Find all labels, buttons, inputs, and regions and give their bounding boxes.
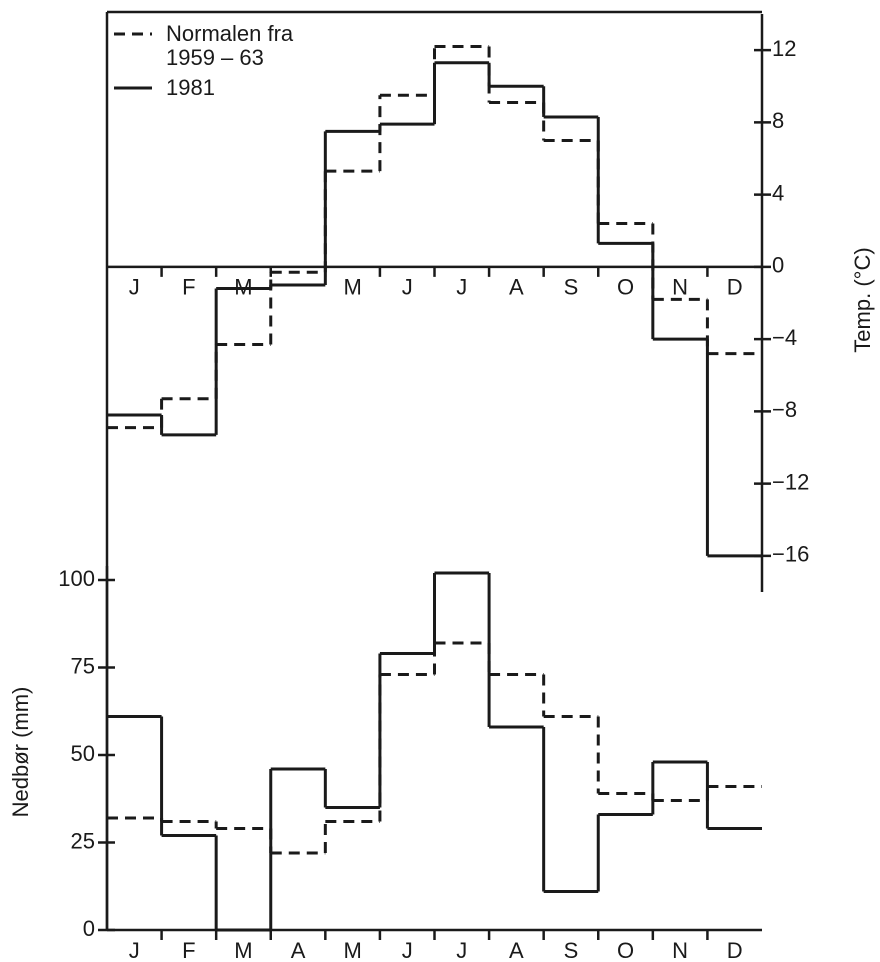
x-tick-label: A [509, 275, 524, 300]
x-tick-label: D [727, 275, 743, 300]
x-tick-label: J [456, 938, 467, 962]
legend-entry: 1981 [112, 76, 316, 100]
x-tick-label: M [234, 938, 252, 962]
x-tick-label: N [672, 275, 688, 300]
x-tick-label: A [509, 938, 524, 962]
y-tick-label: −12 [772, 469, 809, 494]
y-axis-label: Temp. (°C) [850, 247, 875, 352]
x-tick-label: J [129, 938, 140, 962]
x-tick-label: J [456, 275, 467, 300]
y-tick-label: 0 [83, 916, 95, 941]
x-tick-label: S [564, 938, 579, 962]
y-tick-label: 4 [772, 180, 784, 205]
legend-entry: Normalen fra 1959 – 63 [112, 22, 316, 70]
x-tick-label: J [402, 938, 413, 962]
y-tick-label: 75 [71, 653, 95, 678]
legend-label: Normalen fra 1959 – 63 [166, 21, 294, 70]
y-tick-label: 25 [71, 828, 95, 853]
x-tick-label: F [182, 938, 195, 962]
y-tick-label: −16 [772, 542, 809, 567]
y-tick-label: 8 [772, 108, 784, 133]
y-tick-label: 50 [71, 741, 95, 766]
x-tick-label: O [617, 275, 634, 300]
x-tick-label: J [129, 275, 140, 300]
legend-swatch [114, 32, 152, 36]
y-tick-label: 0 [772, 253, 784, 278]
x-tick-label: A [291, 938, 306, 962]
y-axis-label: Nedbør (mm) [8, 687, 33, 818]
y-tick-label: −8 [772, 397, 797, 422]
x-tick-label: J [402, 275, 413, 300]
x-tick-label: D [727, 938, 743, 962]
legend-label: 1981 [166, 75, 215, 100]
y-tick-label: −4 [772, 325, 797, 350]
x-tick-label: M [343, 938, 361, 962]
x-tick-label: N [672, 938, 688, 962]
x-tick-label: M [343, 275, 361, 300]
y-tick-label: 12 [772, 36, 796, 61]
y-tick-label: 100 [58, 566, 95, 591]
x-tick-label: S [564, 275, 579, 300]
x-tick-label: F [182, 275, 195, 300]
x-tick-label: O [617, 938, 634, 962]
legend-swatch [114, 86, 152, 90]
legend: Normalen fra 1959 – 63 1981 [112, 22, 316, 106]
